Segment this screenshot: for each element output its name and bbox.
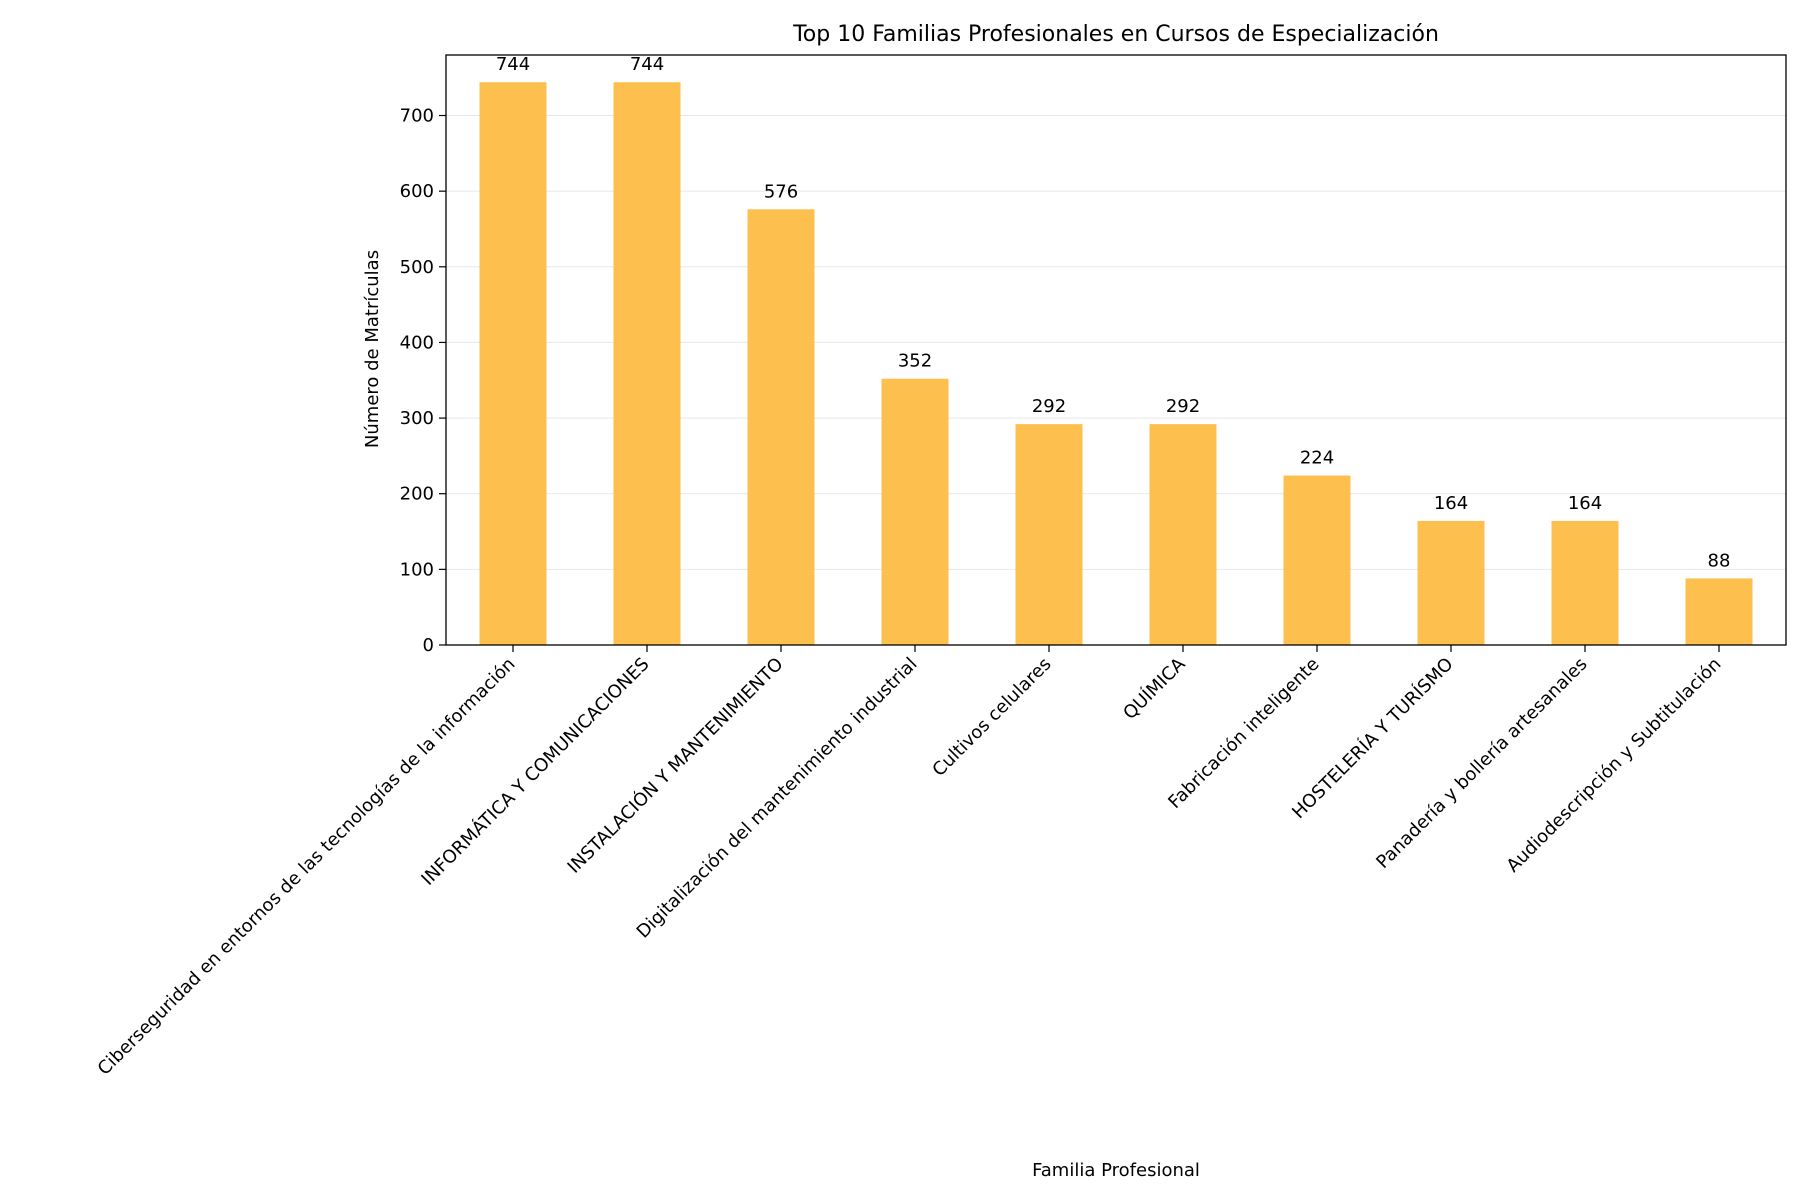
- bar-value-label: 88: [1708, 550, 1731, 571]
- bar: [881, 378, 949, 645]
- y-tick-label: 700: [400, 106, 434, 127]
- bar: [479, 82, 547, 645]
- bar-value-label: 744: [630, 54, 664, 75]
- bars: [479, 82, 1753, 646]
- y-axis: 0 100 200 300 400 500 600 700: [400, 106, 446, 656]
- bar: [1283, 475, 1351, 645]
- bar: [1685, 578, 1753, 645]
- y-tick-label: 200: [400, 484, 434, 505]
- bar: [747, 209, 815, 646]
- bar-value-label: 164: [1568, 493, 1602, 514]
- y-axis-title: Número de Matrículas: [362, 250, 383, 448]
- plot-frame: [445, 54, 1787, 646]
- y-tick-label: 400: [400, 332, 434, 353]
- bar-value-label: 352: [898, 351, 932, 372]
- y-tick-label: 600: [400, 181, 434, 202]
- data-labels: 744 744 576 352 292 292 224 164 164 88: [496, 54, 1731, 571]
- bar: [1149, 424, 1217, 645]
- bar-value-label: 164: [1434, 493, 1468, 514]
- y-tick-label: 300: [400, 408, 434, 429]
- x-axis-title: Familia Profesional: [1032, 1160, 1200, 1181]
- bar: [1551, 520, 1619, 645]
- y-tick-label: 0: [423, 635, 434, 656]
- bar-value-label: 576: [764, 181, 798, 202]
- y-tick-label: 500: [400, 257, 434, 278]
- bar-value-label: 224: [1300, 448, 1334, 469]
- bar: [1015, 424, 1083, 645]
- bar: [1417, 520, 1485, 645]
- bar: [613, 82, 681, 645]
- bar-value-label: 744: [496, 54, 530, 75]
- bar-value-label: 292: [1166, 396, 1200, 417]
- chart-title: Top 10 Familias Profesionales en Cursos …: [792, 22, 1439, 47]
- y-tick-label: 100: [400, 559, 434, 580]
- bar-value-label: 292: [1032, 396, 1066, 417]
